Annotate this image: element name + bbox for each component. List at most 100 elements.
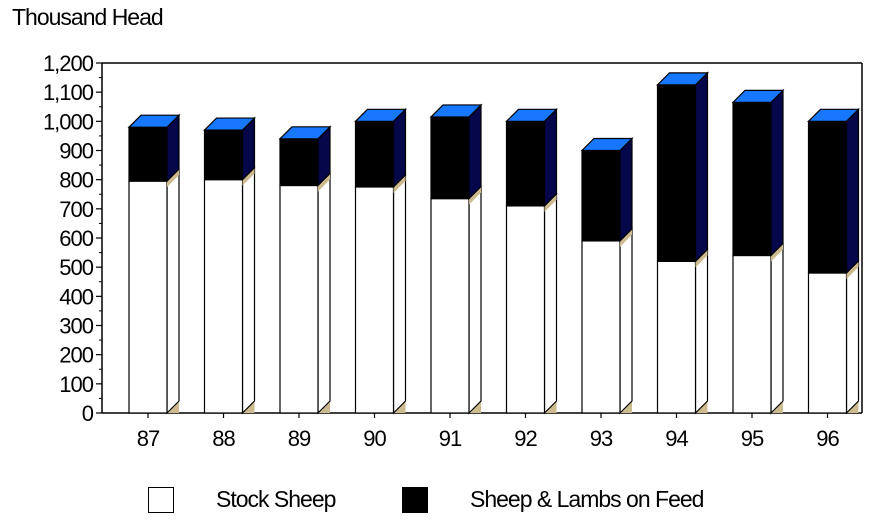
- bar-sheep-lambs-on-feed: [807, 120, 848, 274]
- bars: [127, 71, 860, 415]
- bar-stock-sheep-side: [317, 172, 331, 415]
- bar-stock-sheep-side: [619, 227, 633, 415]
- bar-sheep-lambs-on-feed-side: [619, 137, 633, 243]
- y-tick-label: 200: [59, 343, 93, 368]
- bar-top-face: [656, 72, 709, 86]
- bar-sheep-lambs-on-feed: [430, 116, 470, 200]
- bar-stock-sheep: [807, 272, 848, 414]
- bar-stock-sheep-shadow: [393, 174, 406, 193]
- bar-sheep-lambs-on-feed-side: [770, 88, 784, 257]
- bar-group-92: [505, 107, 558, 415]
- y-tick-label: 1,000: [43, 109, 94, 134]
- bar-stock-sheep-side: [468, 185, 482, 415]
- bar-stock-sheep: [732, 254, 772, 414]
- bar-stock-sheep: [505, 205, 546, 414]
- bar-sheep-lambs-on-feed: [354, 120, 395, 188]
- bar-stock-sheep-shadow: [620, 228, 632, 247]
- y-axis: 0 100 200 300 400 500 600 700 800 900 1,000 1,100 1,…: [43, 51, 102, 426]
- legend-item-sheep-lambs-on-feed: Sheep & Lambs on Feed: [402, 486, 704, 513]
- y-tick-label: 600: [59, 226, 93, 251]
- bar-sheep-lambs-on-feed: [203, 129, 244, 181]
- x-tick-label: 87: [137, 426, 160, 451]
- bar-sheep-lambs-on-feed-side: [845, 107, 860, 275]
- x-tick-label: 92: [514, 426, 537, 451]
- legend-swatch-stock-sheep: [148, 486, 174, 513]
- bar-stock-sheep-side: [543, 192, 558, 415]
- bar-chart: 0 100 200 300 400 500 600 700 800 900 1,000 1,100 1,…: [43, 51, 863, 451]
- y-axis-unit-label: Thousand Head: [12, 4, 164, 30]
- bar-sheep-lambs-on-feed-side: [543, 107, 558, 208]
- bar-top-face: [731, 89, 785, 103]
- bar-top-face: [429, 104, 483, 118]
- bar-group-87: [127, 113, 181, 415]
- x-axis: 87 88 89 90 91 92 93 94 95 96: [137, 413, 840, 451]
- x-tick-label: 89: [288, 426, 311, 451]
- x-tick-label: 88: [212, 426, 235, 451]
- bar-group-89: [278, 125, 332, 415]
- bar-stock-sheep: [656, 260, 697, 414]
- y-tick-label: 1,100: [43, 80, 94, 105]
- bar-stock-sheep: [279, 184, 319, 414]
- legend-swatch-sheep-lambs-on-feed: [402, 486, 428, 513]
- y-tick-label: 700: [59, 197, 93, 222]
- bar-group-88: [203, 116, 256, 415]
- bar-sheep-lambs-on-feed: [581, 149, 621, 242]
- bar-top-face: [505, 108, 558, 122]
- bar-top-face: [807, 108, 860, 122]
- bar-top-face: [278, 126, 332, 140]
- bar-stock-sheep-side: [770, 242, 784, 415]
- x-tick-label: 93: [590, 426, 613, 451]
- y-tick-label: 0: [82, 401, 94, 426]
- legend: Stock Sheep Sheep & Lambs on Feed: [0, 486, 876, 522]
- bar-stock-sheep-shadow: [771, 243, 783, 262]
- bar-stock-sheep-side: [392, 173, 407, 415]
- bar-stock-sheep: [128, 180, 168, 414]
- bar-stock-sheep: [430, 198, 470, 414]
- bar-stock-sheep-side: [694, 247, 709, 415]
- bar-group-90: [354, 107, 407, 415]
- legend-label-stock-sheep: Stock Sheep: [216, 486, 336, 512]
- bar-top-face: [203, 117, 256, 131]
- bar-top-face: [354, 108, 407, 122]
- bar-stock-sheep-shadow: [242, 167, 255, 186]
- legend-item-stock-sheep: Stock Sheep: [148, 486, 336, 513]
- y-tick-label: 1,200: [43, 51, 94, 76]
- bar-sheep-lambs-on-feed-side: [392, 107, 407, 189]
- bar-stock-sheep: [354, 186, 395, 414]
- bar-sheep-lambs-on-feed: [128, 126, 168, 182]
- bar-sheep-lambs-on-feed: [732, 101, 772, 257]
- bar-sheep-lambs-on-feed: [505, 120, 546, 207]
- bar-stock-sheep: [203, 179, 244, 414]
- bar-top-face: [127, 114, 181, 128]
- bar-stock-sheep-side: [241, 166, 256, 415]
- bar-group-96: [807, 107, 860, 415]
- bar-sheep-lambs-on-feed: [279, 138, 319, 187]
- bar-stock-sheep-side: [166, 167, 180, 415]
- y-tick-label: 500: [59, 255, 93, 280]
- bar-sheep-lambs-on-feed: [656, 84, 697, 262]
- bar-group-94: [656, 71, 709, 415]
- x-tick-label: 91: [439, 426, 462, 451]
- bar-stock-sheep-shadow: [469, 186, 481, 205]
- bar-top-face: [580, 137, 634, 152]
- bar-group-91: [429, 103, 483, 415]
- bar-stock-sheep-shadow: [167, 169, 179, 188]
- y-tick-label: 800: [59, 168, 93, 193]
- bar-stock-sheep-side: [845, 259, 860, 415]
- legend-label-sheep-lambs-on-feed: Sheep & Lambs on Feed: [470, 486, 704, 512]
- bar-stock-sheep-shadow: [544, 193, 557, 212]
- y-tick-label: 400: [59, 284, 93, 309]
- x-tick-label: 90: [363, 426, 386, 451]
- x-tick-label: 95: [741, 426, 764, 451]
- bar-sheep-lambs-on-feed-side: [694, 71, 709, 263]
- bar-group-95: [731, 88, 785, 415]
- bar-stock-sheep-shadow: [695, 249, 708, 268]
- bar-group-93: [580, 137, 634, 415]
- bar-stock-sheep-shadow: [846, 261, 859, 279]
- x-tick-label: 96: [816, 426, 839, 451]
- y-tick-label: 100: [59, 372, 93, 397]
- bar-stock-sheep: [581, 240, 621, 414]
- y-tick-label: 900: [59, 139, 93, 164]
- bar-stock-sheep-shadow: [318, 173, 330, 192]
- bar-sheep-lambs-on-feed-side: [468, 103, 482, 201]
